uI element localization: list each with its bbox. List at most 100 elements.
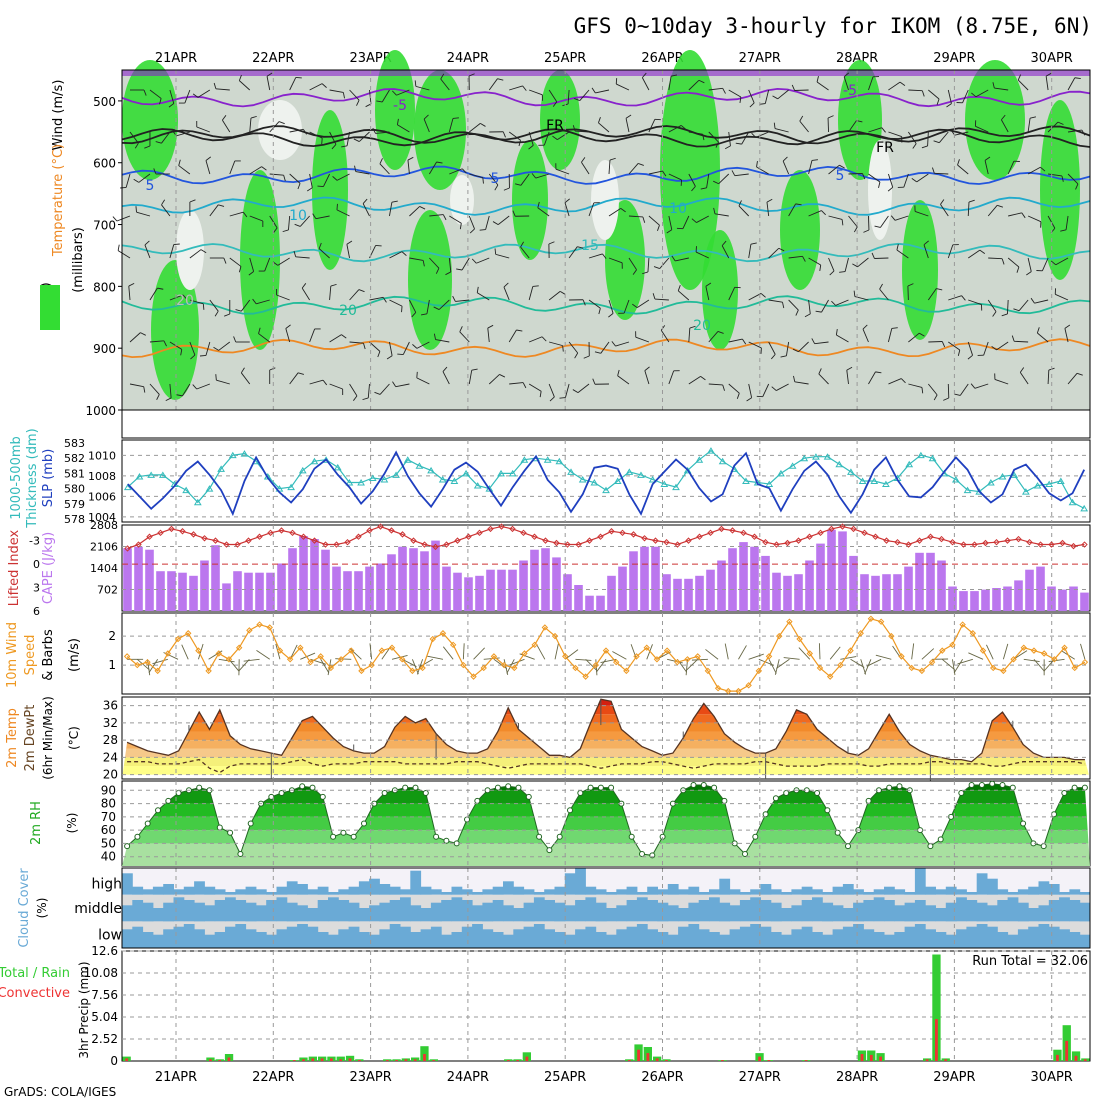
precip-total-bar bbox=[336, 1056, 345, 1061]
wind-barb bbox=[636, 299, 650, 309]
cloud-high-bar bbox=[204, 886, 216, 895]
rh-moist-area bbox=[660, 50, 720, 290]
wind-barb bbox=[957, 658, 973, 665]
wind-barb-flag bbox=[722, 384, 725, 391]
lifted-index-point bbox=[993, 538, 1000, 546]
cloud-high-bar bbox=[729, 889, 741, 895]
cape-bar bbox=[321, 549, 330, 611]
date-label-bottom: 24APR bbox=[447, 1070, 489, 1085]
cloud-low-bar bbox=[626, 926, 638, 948]
wind-barb bbox=[495, 253, 510, 259]
wind-barb-flag bbox=[363, 343, 366, 350]
wind-barb-flag bbox=[522, 85, 527, 91]
wind-barb bbox=[888, 378, 902, 385]
cape-tick-label: 2106 bbox=[90, 541, 118, 554]
precip-tick-label: 10.08 bbox=[84, 966, 118, 980]
wind-barb bbox=[1064, 328, 1069, 343]
wind-barb-flag bbox=[273, 227, 278, 233]
wind-barb-flag bbox=[365, 103, 372, 108]
wind-barb-flag bbox=[827, 115, 834, 119]
rh-point bbox=[309, 784, 316, 791]
wind-barb-flag bbox=[1060, 229, 1067, 232]
cloud-high-bar bbox=[194, 881, 205, 895]
cloud-middle-bar bbox=[1048, 900, 1060, 922]
cloud-low-bar bbox=[884, 934, 895, 948]
wind-barb-flag bbox=[839, 271, 846, 273]
thickness-point bbox=[602, 486, 610, 494]
wind-barb-flag bbox=[782, 156, 788, 162]
wind-barb bbox=[295, 256, 310, 259]
wind-speed-point bbox=[429, 635, 436, 643]
date-label-bottom: 22APR bbox=[252, 1070, 294, 1085]
wind-barb bbox=[537, 207, 550, 217]
wind-barb-flag bbox=[1016, 266, 1020, 273]
cloud-high-bar bbox=[122, 873, 133, 895]
thickness-point bbox=[613, 477, 622, 484]
cloud-middle-bar bbox=[760, 900, 772, 922]
axis-label-cloud-unit: (%) bbox=[35, 898, 49, 919]
temp-tick-label: 24 bbox=[103, 750, 118, 764]
precip-convective-bar bbox=[506, 1060, 510, 1061]
cape-bar bbox=[244, 572, 253, 611]
wind-barb bbox=[289, 173, 301, 184]
wind-barb-flag bbox=[502, 131, 506, 138]
slp-tick-label: 1004 bbox=[88, 511, 116, 524]
rh-point bbox=[845, 843, 851, 850]
cape-bar bbox=[882, 574, 891, 611]
thickness-point bbox=[485, 485, 494, 492]
cloud-high-bar bbox=[142, 889, 154, 895]
wind-speed-point bbox=[908, 664, 915, 672]
wind-barb bbox=[850, 658, 865, 668]
wind-barb-flag bbox=[233, 336, 237, 343]
wind-speed-point bbox=[572, 664, 579, 672]
wind-barb bbox=[908, 131, 917, 144]
cloud-high-bar bbox=[976, 873, 988, 895]
wind-barb bbox=[367, 383, 370, 398]
wind-barb-flag bbox=[1075, 183, 1079, 190]
wind-speed-point bbox=[877, 618, 885, 625]
wind-barb bbox=[644, 370, 650, 385]
wind-barb-flag bbox=[933, 140, 940, 144]
thickness-tick-label: 581 bbox=[64, 467, 85, 480]
wind-barb-flag bbox=[780, 355, 787, 358]
wind-barb bbox=[987, 299, 997, 312]
isotherm-line bbox=[121, 125, 1091, 145]
wind-barb-flag bbox=[637, 163, 644, 166]
cloud-middle-bar bbox=[235, 900, 247, 922]
wind-barb bbox=[914, 211, 929, 217]
cloud-middle-bar bbox=[739, 900, 751, 922]
cloud-middle-bar bbox=[966, 900, 978, 922]
cape-bar bbox=[783, 575, 792, 611]
thickness-point bbox=[928, 454, 937, 462]
wind-barb-flag bbox=[1040, 166, 1046, 172]
cloud-high-bar bbox=[801, 886, 813, 895]
wind-speed-point bbox=[348, 647, 355, 654]
wind-speed-point bbox=[918, 667, 926, 675]
cape-bar bbox=[574, 585, 583, 611]
cloud-middle-bar bbox=[183, 900, 195, 922]
thickness-point bbox=[637, 471, 645, 478]
cloud-high-bar bbox=[132, 886, 144, 895]
cloud-high-bar bbox=[698, 892, 710, 895]
temp-tick-label: 28 bbox=[103, 733, 118, 747]
rh-point bbox=[546, 847, 553, 854]
wind-speed-point bbox=[776, 632, 783, 640]
wind-barb-flag bbox=[503, 187, 510, 191]
cloud-middle-bar bbox=[987, 905, 998, 922]
wind-barb-flag bbox=[933, 394, 938, 401]
wind-barb-flag bbox=[574, 98, 581, 101]
axis-label-lifted-index: Lifted Index bbox=[7, 529, 22, 606]
wind-barb bbox=[448, 257, 452, 272]
wind-barb bbox=[880, 215, 889, 228]
cloud-low-bar bbox=[523, 926, 535, 948]
cape-bar bbox=[1069, 586, 1078, 611]
wind-barb bbox=[748, 244, 752, 259]
cape-bar bbox=[200, 560, 209, 611]
thickness-point bbox=[590, 479, 599, 486]
cape-bar bbox=[266, 572, 275, 611]
lifted-index-point bbox=[1015, 535, 1022, 543]
wind-barb bbox=[868, 127, 882, 133]
cloud-low-bar bbox=[183, 924, 195, 948]
cloud-middle-bar bbox=[884, 900, 895, 922]
wind-barb-flag bbox=[487, 324, 494, 329]
